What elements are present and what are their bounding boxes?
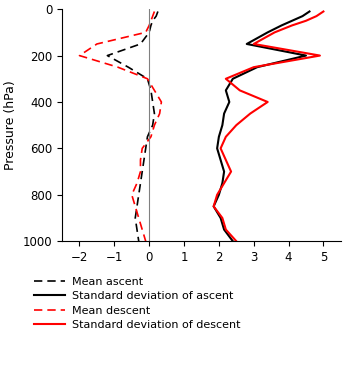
Legend: Mean ascent, Standard deviation of ascent, Mean descent, Standard deviation of d: Mean ascent, Standard deviation of ascen…	[34, 277, 240, 330]
Y-axis label: Pressure (hPa): Pressure (hPa)	[4, 80, 17, 170]
